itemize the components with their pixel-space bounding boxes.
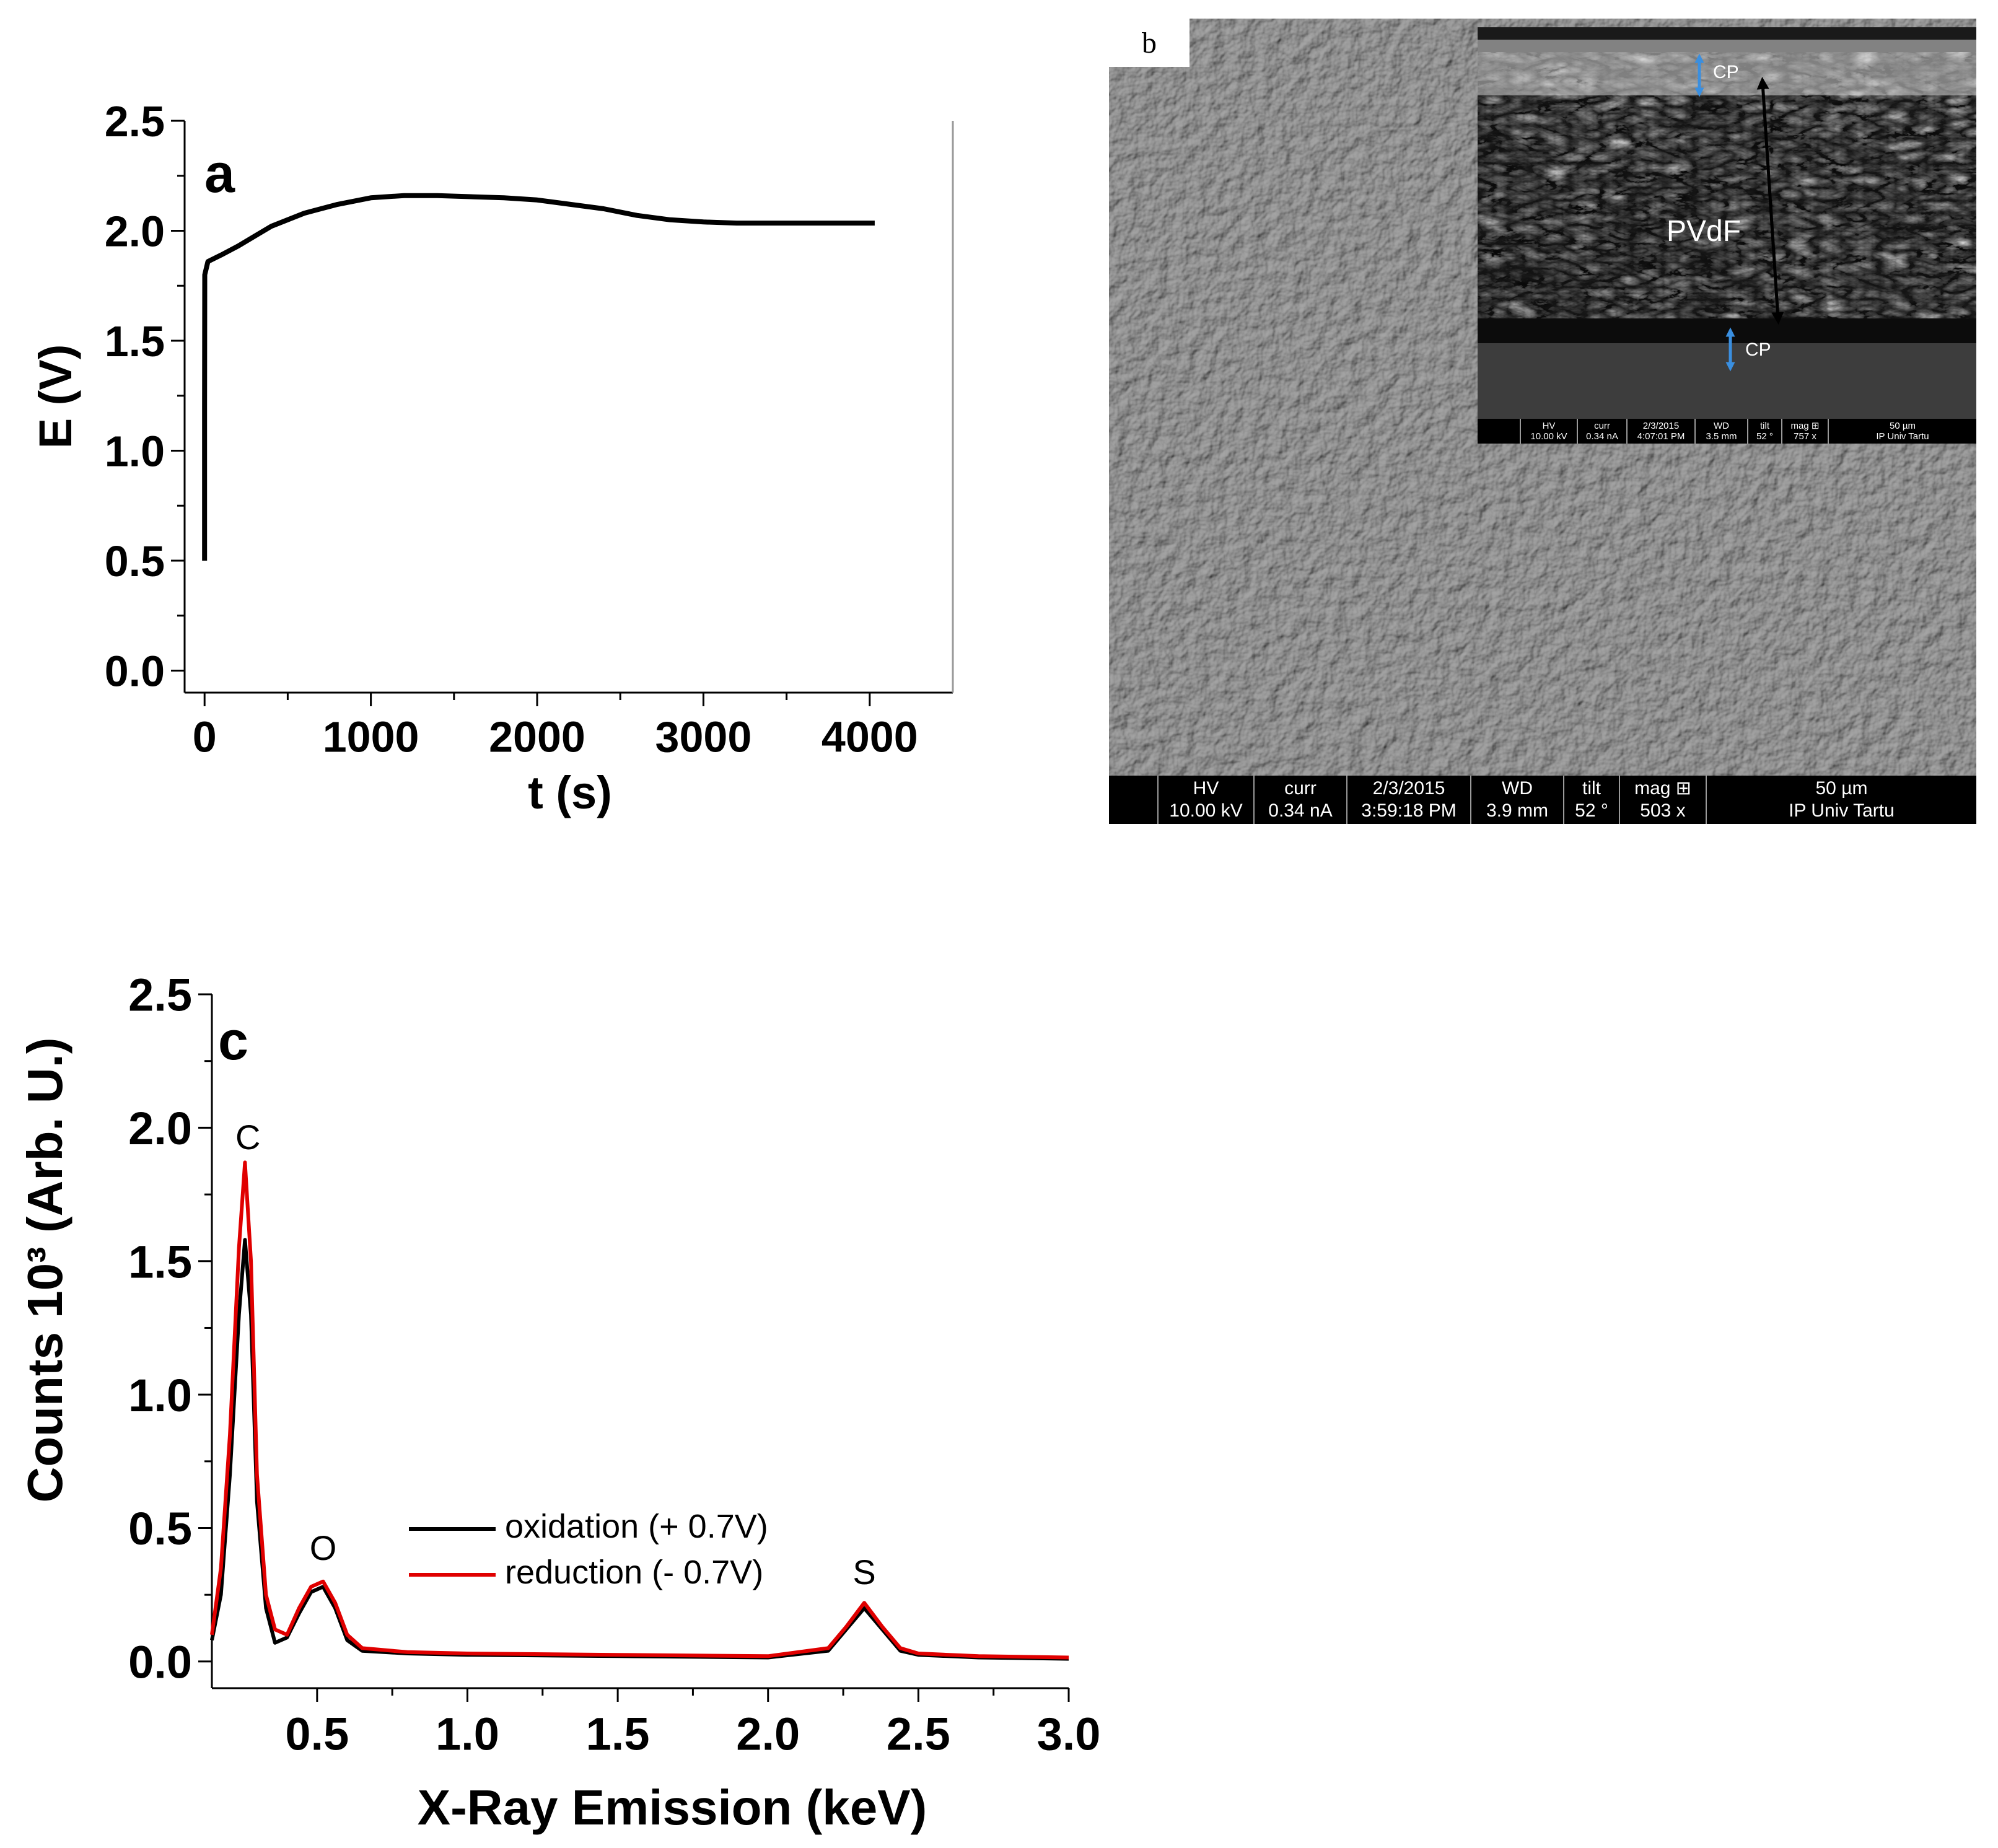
chart-a: 0.0 0.5 1.0 1.5 2.0 2.5 0 1000 2000 3000 4000 a t …: [30, 97, 954, 818]
sem-bar-label: mag ⊞: [1634, 778, 1691, 799]
sem-bar-value: 10.00 kV: [1169, 800, 1243, 821]
inset-label-cp-bottom: CP: [1745, 339, 1771, 360]
y-tick-label: 2.5: [128, 970, 192, 1021]
inset-bar-value: 757 x: [1794, 431, 1816, 442]
inset-label-cp-top: CP: [1713, 62, 1739, 82]
sem-bar-value: 503 x: [1640, 800, 1686, 821]
sem-inset-detector-icon: [1478, 419, 1520, 444]
x-tick-label: 4000: [822, 713, 918, 761]
peak-label: O: [310, 1528, 337, 1567]
y-tick-label: 1.0: [128, 1370, 192, 1421]
sem-bar-label: tilt: [1582, 778, 1601, 799]
inset-bar-value: 4:07:01 PM: [1637, 431, 1685, 442]
sem-detector-icon: [1109, 776, 1157, 824]
y-tick-label: 0.5: [128, 1503, 192, 1554]
sem-bar-scale: 50 µm: [1815, 778, 1868, 799]
chart-a-x-axis-label: t (s): [528, 767, 612, 818]
y-tick-label: 0.0: [128, 1637, 192, 1688]
chart-c-annotations: C O S: [235, 1118, 876, 1592]
peak-label: C: [235, 1118, 260, 1157]
chart-c-legend: oxidation (+ 0.7V) reduction (- 0.7V): [409, 1508, 768, 1591]
inset-bar-label: mag ⊞: [1790, 421, 1820, 431]
inset-bar-value: 10.00 kV: [1530, 431, 1567, 442]
chart-c-series: [210, 1160, 1069, 1661]
panel-letter-c: c: [218, 1010, 248, 1071]
y-tick-label: 0.0: [105, 647, 165, 696]
x-tick-label: 2.0: [736, 1709, 800, 1760]
chart-a-axes: 0.0 0.5 1.0 1.5 2.0 2.5 0 1000 2000 3000 4000: [105, 97, 954, 761]
inset-bar-value: 0.34 nA: [1586, 431, 1618, 442]
x-tick-label: 1.0: [436, 1709, 499, 1760]
x-tick-label: 0.5: [285, 1709, 349, 1760]
inset-bar-value: IP Univ Tartu: [1876, 431, 1929, 442]
inset-bar-label: HV: [1542, 421, 1556, 431]
inset-bar-label: WD: [1714, 421, 1729, 431]
series-line-0: [202, 193, 875, 561]
sem-bar-value: 0.34 nA: [1268, 800, 1333, 821]
x-tick-label: 1.5: [586, 1709, 650, 1760]
inset-bar-label: tilt: [1760, 421, 1769, 431]
x-tick-label: 2000: [489, 713, 585, 761]
peak-label: S: [852, 1552, 875, 1592]
sem-bar-value: 3:59:18 PM: [1361, 800, 1457, 821]
sem-bar-label: HV: [1193, 778, 1219, 799]
inset-bar-value: 3.5 mm: [1706, 431, 1737, 442]
sem-inset-image: CP PVdF CP: [1478, 27, 1976, 419]
inset-bar-value: 52 °: [1756, 431, 1773, 442]
sem-bar-value: 3.9 mm: [1486, 800, 1549, 821]
y-tick-label: 2.0: [105, 208, 165, 256]
chart-c: 0.0 0.5 1.0 1.5 2.0 2.5 0.5 1.0 1.5 2.0 2.5 3.0 C O S…: [17, 970, 1100, 1835]
legend-entry-oxidation: oxidation (+ 0.7V): [505, 1508, 768, 1545]
sem-bar-label: WD: [1502, 778, 1533, 799]
panel-letter-a: a: [204, 142, 235, 204]
inset-bar-label: 2/3/2015: [1642, 421, 1680, 431]
chart-c-x-axis-label: X-Ray Emission (keV): [418, 1780, 927, 1835]
inset-label-pvdf: PVdF: [1667, 215, 1741, 248]
panel-letter-b: b: [1109, 19, 1190, 67]
y-tick-label: 1.5: [105, 317, 165, 366]
series-line-1: [210, 1160, 1069, 1660]
y-tick-label: 2.0: [128, 1103, 192, 1154]
chart-c-axes: 0.0 0.5 1.0 1.5 2.0 2.5 0.5 1.0 1.5 2.0 2.5 3.0: [128, 970, 1100, 1760]
y-tick-label: 1.0: [105, 427, 165, 476]
inset-bar-label: curr: [1594, 421, 1610, 431]
y-tick-label: 0.5: [105, 537, 165, 585]
chart-a-y-axis-label: E (V): [30, 344, 81, 449]
x-tick-label: 2.5: [887, 1709, 950, 1760]
y-tick-label: 2.5: [105, 97, 165, 146]
x-tick-label: 3.0: [1037, 1709, 1101, 1760]
sem-cross-section-inset: CP PVdF CP HV 10.00 kV curr 0.34 nA 2/3/20…: [1478, 27, 1976, 444]
sem-bar-value: 52 °: [1575, 800, 1608, 821]
chart-a-series: [202, 193, 875, 561]
sem-bar-label: 2/3/2015: [1372, 778, 1445, 799]
sem-info-bar: HV 10.00 kV curr 0.34 nA 2/3/2015 3:59:18 P…: [1109, 776, 1976, 824]
sem-bar-label: curr: [1284, 778, 1317, 799]
sem-micrograph-panel: b CP PVdF CP HV 10.00 kV curr 0.34 nA 2/3/…: [1109, 19, 1976, 824]
x-tick-label: 0: [193, 713, 217, 761]
x-tick-label: 1000: [323, 713, 419, 761]
y-tick-label: 1.5: [128, 1236, 192, 1287]
inset-bar-scale: 50 µm: [1890, 421, 1916, 431]
x-tick-label: 3000: [655, 713, 752, 761]
chart-c-y-axis-label: Counts 10³ (Arb. U.): [17, 1037, 72, 1502]
legend-entry-reduction: reduction (- 0.7V): [505, 1554, 763, 1591]
sem-bar-value: IP Univ Tartu: [1789, 800, 1895, 821]
sem-inset-info-bar: HV 10.00 kV curr 0.34 nA 2/3/2015 4:07:01 P…: [1478, 419, 1976, 444]
series-line-0: [210, 1238, 1069, 1661]
